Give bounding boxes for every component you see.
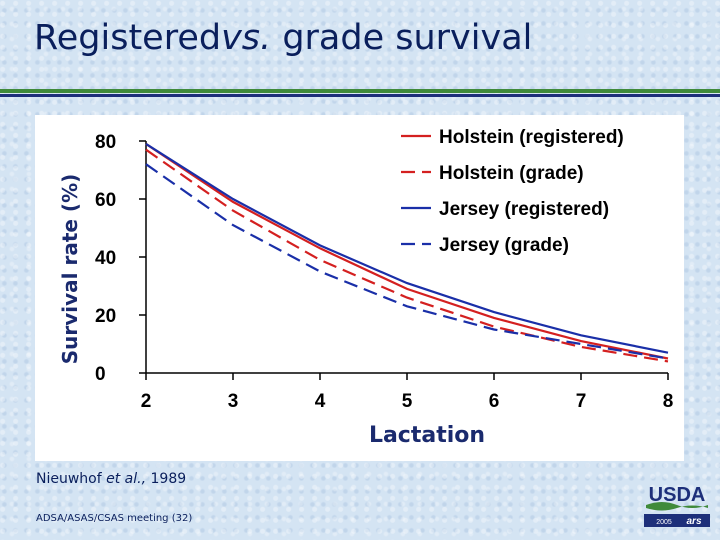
title-italic: vs. (221, 18, 272, 58)
x-tick-label: 8 (663, 391, 674, 412)
series-line-4 (145, 163, 669, 360)
citation-etal: et al., (106, 471, 147, 487)
y-tick-label: 0 (95, 364, 106, 385)
title-part-1: Registered (34, 18, 222, 58)
legend-label-4: Jersey (grade) (439, 235, 569, 256)
x-tick-label: 4 (315, 391, 326, 412)
legend-label-3: Jersey (registered) (439, 199, 609, 220)
usda-wordmark: USDA (649, 484, 706, 506)
usda-logo: USDA 2005 ars (644, 484, 710, 527)
series-line-1 (145, 142, 669, 360)
ars-mark: ars (686, 516, 701, 527)
y-tick-label: 80 (95, 132, 116, 153)
x-tick-label: 2 (141, 391, 152, 412)
chart-panel: 0 20 40 60 80 2 3 4 5 6 7 8 Holstein (registered) Ho… (35, 115, 684, 461)
meeting-footer: ADSA/ASAS/CSAS meeting (32) (36, 513, 193, 524)
logo-footer-bar (644, 514, 710, 527)
chart-plot-area (145, 142, 669, 363)
x-axis-label: Lactation (369, 423, 485, 448)
usda-hills-icon (646, 502, 708, 511)
title-rule-blue (0, 94, 720, 97)
title-rule-green (0, 89, 720, 93)
legend-label-1: Holstein (registered) (439, 127, 624, 148)
x-tick-label: 7 (576, 391, 587, 412)
y-axis-label: Survival rate (%) (58, 174, 82, 365)
y-tick-label: 20 (95, 306, 116, 327)
series-line-3 (145, 142, 669, 354)
x-tick-label: 6 (489, 391, 500, 412)
y-tick-label: 40 (95, 248, 116, 269)
legend-label-2: Holstein (grade) (439, 163, 584, 184)
citation-year: 1989 (150, 471, 187, 487)
y-tick-label: 60 (95, 190, 116, 211)
title-part-2: grade survival (282, 18, 533, 58)
slide-title: Registeredvs. grade survival (34, 18, 532, 58)
chart-axes: 0 20 40 60 80 2 3 4 5 6 7 8 (95, 132, 673, 412)
series-line-2 (145, 148, 669, 363)
x-tick-label: 3 (228, 391, 239, 412)
citation: Nieuwhof et al., 1989 (36, 471, 186, 487)
chart-legend: Holstein (registered) Holstein (grade) Jer… (401, 127, 624, 256)
x-tick-label: 5 (402, 391, 413, 412)
logo-year: 2005 (656, 519, 672, 526)
citation-author: Nieuwhof (36, 471, 102, 487)
